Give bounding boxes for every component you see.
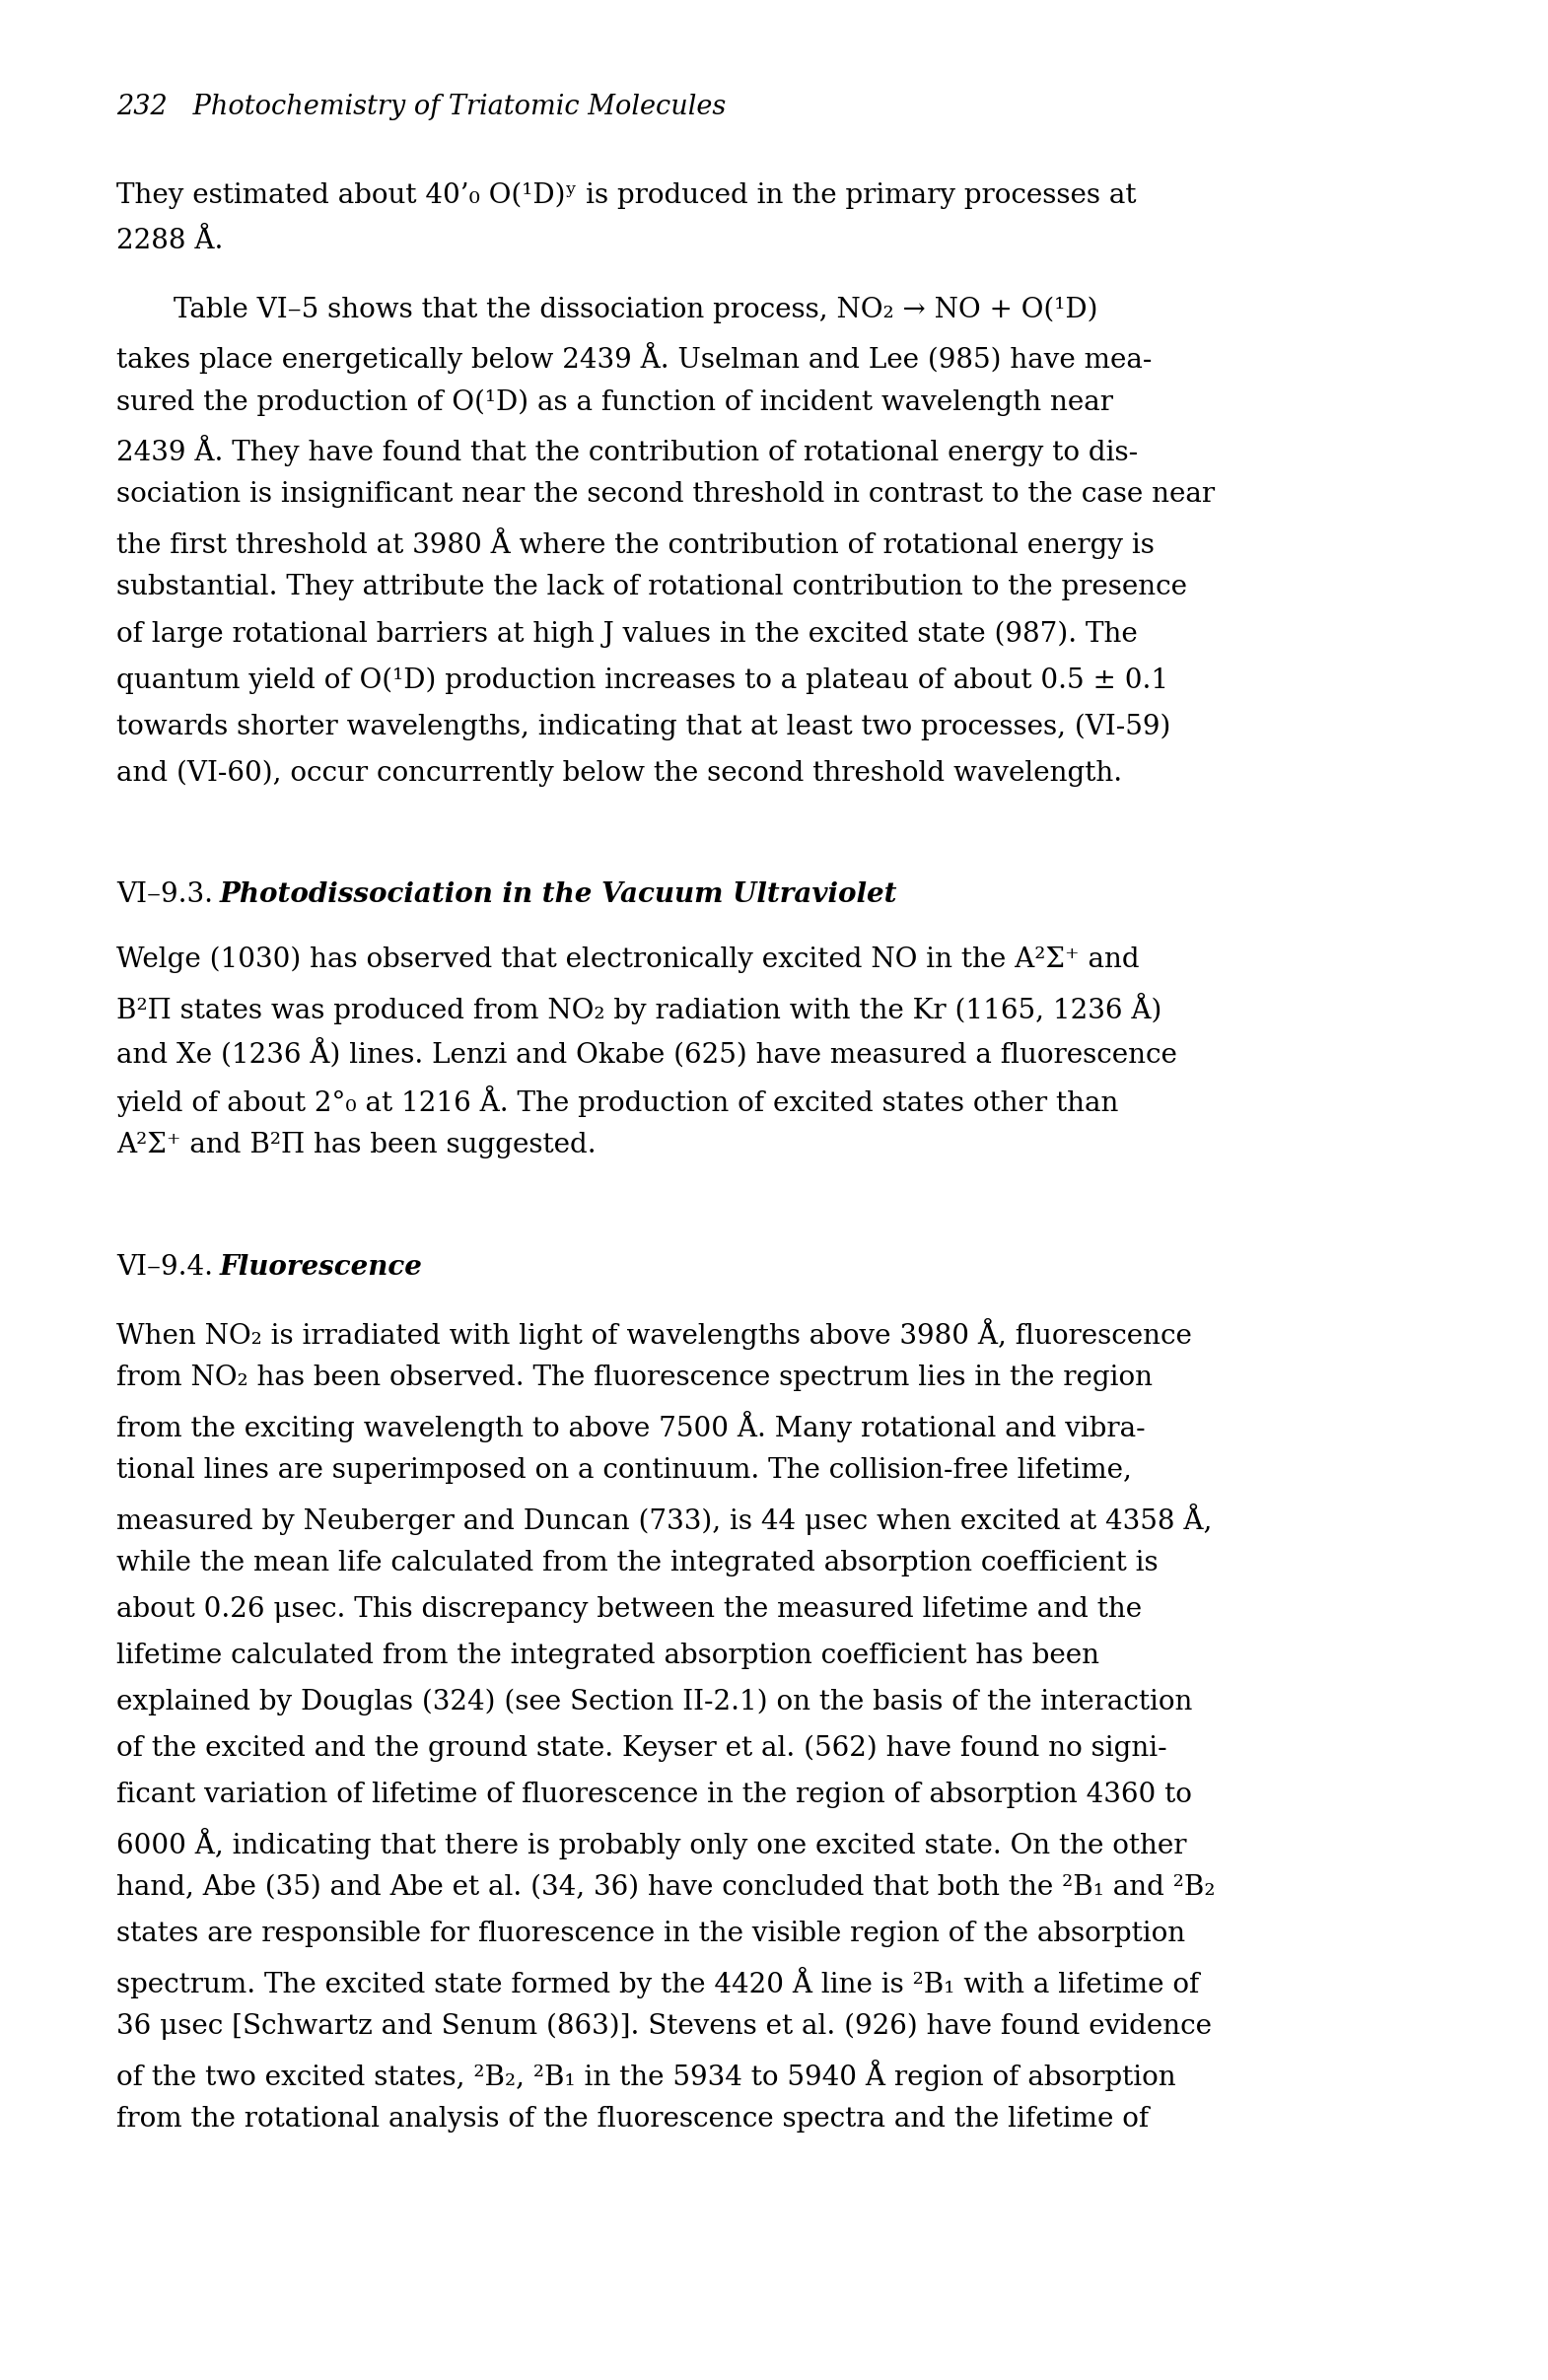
Text: takes place energetically below 2439 Å. Uselman and Lee (985) have mea-: takes place energetically below 2439 Å. … [116,343,1152,374]
Text: sured the production of O(¹D) as a function of incident wavelength near: sured the production of O(¹D) as a funct… [116,388,1113,416]
Text: and (VI-60), occur concurrently below the second threshold wavelength.: and (VI-60), occur concurrently below th… [116,759,1122,785]
Text: 232   Photochemistry of Triatomic Molecules: 232 Photochemistry of Triatomic Molecule… [116,93,726,121]
Text: of the excited and the ground state. Keyser et al. (562) have found no signi-: of the excited and the ground state. Key… [116,1735,1167,1761]
Text: VI–9.3.: VI–9.3. [116,881,231,909]
Text: Table VI–5 shows that the dissociation process, NO₂ → NO + O(¹D): Table VI–5 shows that the dissociation p… [173,295,1098,324]
Text: hand, Abe (35) and Abe et al. (34, 36) have concluded that both the ²B₁ and ²B₂: hand, Abe (35) and Abe et al. (34, 36) h… [116,1873,1215,1902]
Text: B²Π states was produced from NO₂ by radiation with the Kr (1165, 1236 Å): B²Π states was produced from NO₂ by radi… [116,992,1163,1023]
Text: explained by Douglas (324) (see Section II-2.1) on the basis of the interaction: explained by Douglas (324) (see Section … [116,1690,1192,1716]
Text: A²Σ⁺ and B²Π has been suggested.: A²Σ⁺ and B²Π has been suggested. [116,1130,596,1159]
Text: 6000 Å, indicating that there is probably only one excited state. On the other: 6000 Å, indicating that there is probabl… [116,1828,1187,1859]
Text: tional lines are superimposed on a continuum. The collision-free lifetime,: tional lines are superimposed on a conti… [116,1457,1132,1483]
Text: the first threshold at 3980 Å where the contribution of rotational energy is: the first threshold at 3980 Å where the … [116,528,1155,559]
Text: while the mean life calculated from the integrated absorption coefficient is: while the mean life calculated from the … [116,1549,1158,1576]
Text: from NO₂ has been observed. The fluorescence spectrum lies in the region: from NO₂ has been observed. The fluoresc… [116,1364,1153,1390]
Text: of large rotational barriers at high J values in the excited state (987). The: of large rotational barriers at high J v… [116,621,1138,647]
Text: Welge (1030) has observed that electronically excited NO in the A²Σ⁺ and: Welge (1030) has observed that electroni… [116,945,1139,973]
Text: spectrum. The excited state formed by the 4420 Å line is ²B₁ with a lifetime of: spectrum. The excited state formed by th… [116,1966,1200,1999]
Text: Fluorescence: Fluorescence [220,1254,423,1280]
Text: VI–9.4.: VI–9.4. [116,1254,231,1280]
Text: lifetime calculated from the integrated absorption coefficient has been: lifetime calculated from the integrated … [116,1642,1099,1668]
Text: 2288 Å.: 2288 Å. [116,228,223,255]
Text: sociation is insignificant near the second threshold in contrast to the case nea: sociation is insignificant near the seco… [116,481,1215,507]
Text: and Xe (1236 Å) lines. Lenzi and Okabe (625) have measured a fluorescence: and Xe (1236 Å) lines. Lenzi and Okabe (… [116,1038,1176,1069]
Text: 2439 Å. They have found that the contribution of rotational energy to dis-: 2439 Å. They have found that the contrib… [116,436,1138,466]
Text: towards shorter wavelengths, indicating that at least two processes, (VI-59): towards shorter wavelengths, indicating … [116,714,1170,740]
Text: ficant variation of lifetime of fluorescence in the region of absorption 4360 to: ficant variation of lifetime of fluoresc… [116,1780,1192,1809]
Text: from the exciting wavelength to above 7500 Å. Many rotational and vibra-: from the exciting wavelength to above 75… [116,1411,1146,1442]
Text: Photodissociation in the Vacuum Ultraviolet: Photodissociation in the Vacuum Ultravio… [220,881,898,909]
Text: 36 μsec [Schwartz and Senum (863)]. Stevens et al. (926) have found evidence: 36 μsec [Schwartz and Senum (863)]. Stev… [116,2013,1212,2040]
Text: They estimated about 40’⁠₀ O(¹D)ʸ is produced in the primary processes at: They estimated about 40’⁠₀ O(¹D)ʸ is pro… [116,181,1136,209]
Text: from the rotational analysis of the fluorescence spectra and the lifetime of: from the rotational analysis of the fluo… [116,2106,1149,2132]
Text: substantial. They attribute the lack of rotational contribution to the presence: substantial. They attribute the lack of … [116,574,1187,600]
Text: When NO₂ is irradiated with light of wavelengths above 3980 Å, fluorescence: When NO₂ is irradiated with light of wav… [116,1319,1192,1349]
Text: of the two excited states, ²B₂, ²B₁ in the 5934 to 5940 Å region of absorption: of the two excited states, ²B₂, ²B₁ in t… [116,2059,1176,2092]
Text: states are responsible for fluorescence in the visible region of the absorption: states are responsible for fluorescence … [116,1921,1186,1947]
Text: about 0.26 μsec. This discrepancy between the measured lifetime and the: about 0.26 μsec. This discrepancy betwee… [116,1597,1142,1623]
Text: quantum yield of O(¹D) production increases to a plateau of about 0.5 ± 0.1: quantum yield of O(¹D) production increa… [116,666,1169,693]
Text: yield of about 2°₀ at 1216 Å. The production of excited states other than: yield of about 2°₀ at 1216 Å. The produc… [116,1085,1119,1116]
Text: measured by Neuberger and Duncan (733), is 44 μsec when excited at 4358 Å,: measured by Neuberger and Duncan (733), … [116,1504,1212,1535]
